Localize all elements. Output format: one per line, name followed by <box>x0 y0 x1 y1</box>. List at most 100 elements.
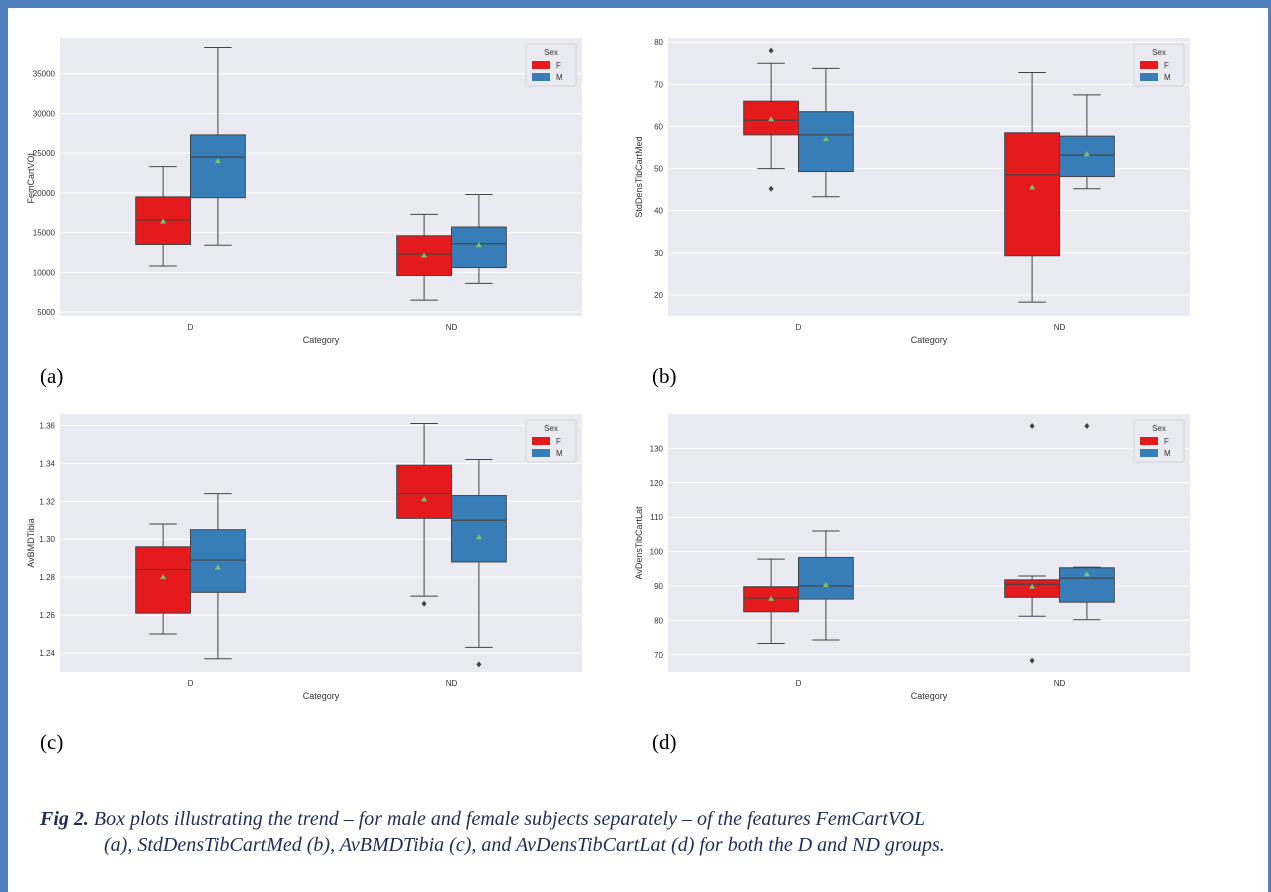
legend-title: Sex <box>544 424 558 433</box>
y-tick-label: 1.26 <box>39 611 55 620</box>
box-m-nd <box>1059 423 1115 621</box>
boxplot-panel-c: 1.24 1.26 1.28 1.30 1.32 1.34 1.36 D ND Category A… <box>20 406 590 706</box>
y-tick-label: 70 <box>654 80 663 89</box>
legend-label-f: F <box>1164 61 1169 70</box>
x-axis-label: Category <box>303 335 340 345</box>
x-tick-label: ND <box>1054 323 1066 332</box>
box-iqr <box>190 134 246 199</box>
y-tick-label: 1.24 <box>39 649 55 658</box>
mean-marker <box>214 158 221 164</box>
y-tick-label: 1.30 <box>39 535 55 544</box>
box-iqr <box>396 464 453 519</box>
legend-label-m: M <box>556 73 563 82</box>
box-m-nd <box>1059 94 1115 190</box>
box-f-nd <box>396 213 453 301</box>
outlier-point <box>768 185 774 192</box>
legend-title: Sex <box>1152 48 1166 57</box>
legend: Sex FM <box>1133 419 1185 463</box>
mean-marker <box>160 218 167 224</box>
x-tick-label: ND <box>446 323 458 332</box>
y-tick-label: 120 <box>650 479 664 488</box>
y-tick-label: 30000 <box>33 109 56 118</box>
box-iqr <box>1059 135 1115 178</box>
legend-label-f: F <box>556 437 561 446</box>
page-frame-right <box>1268 0 1271 892</box>
legend-swatch-f <box>532 61 550 69</box>
x-tick-label: D <box>188 679 194 688</box>
y-axis-label: AvBMDTibia <box>26 518 36 568</box>
mean-marker <box>421 496 428 502</box>
panel-label-a: (a) <box>40 364 64 388</box>
boxplot-panel-b: 20 30 40 50 60 70 80 D ND Category StdDensTibCartM… <box>628 30 1198 350</box>
x-tick-label: ND <box>1054 679 1066 688</box>
legend-swatch-m <box>1140 73 1158 81</box>
x-tick-label: ND <box>446 679 458 688</box>
box-iqr <box>798 556 854 600</box>
legend-label-m: M <box>1164 449 1171 458</box>
legend-title: Sex <box>1152 424 1166 433</box>
y-tick-label: 20 <box>654 291 663 300</box>
y-tick-label: 100 <box>650 548 664 557</box>
mean-marker <box>1083 571 1090 577</box>
legend-label-f: F <box>556 61 561 70</box>
box-m-nd <box>451 459 507 668</box>
box-f-d <box>135 166 192 267</box>
chart-svg-b: 20 30 40 50 60 70 80 D ND Category StdDensTibCartM… <box>634 38 1190 345</box>
mean-marker <box>475 242 482 248</box>
outlier-point <box>421 600 427 607</box>
x-axis-label: Category <box>911 335 948 345</box>
y-tick-label: 40 <box>654 207 663 216</box>
box-iqr <box>798 111 854 173</box>
y-tick-label: 20000 <box>33 189 56 198</box>
plot-area <box>668 414 1190 672</box>
boxplot-panel-a: 5000 10000 15000 20000 25000 30000 35000 D ND Cat… <box>20 30 590 350</box>
page-frame-top <box>0 0 1271 8</box>
y-tick-label: 25000 <box>33 149 56 158</box>
outlier-point <box>768 47 774 54</box>
legend-swatch-m <box>1140 449 1158 457</box>
box-iqr <box>190 529 246 593</box>
mean-marker <box>822 581 829 587</box>
mean-marker <box>768 116 775 122</box>
mean-marker <box>1083 151 1090 157</box>
box-m-d <box>190 493 246 660</box>
y-tick-label: 1.32 <box>39 497 55 506</box>
mean-marker <box>768 595 775 601</box>
y-tick-label: 30 <box>654 249 663 258</box>
x-axis-label: Category <box>911 691 948 701</box>
box-m-d <box>190 47 246 246</box>
legend: Sex FM <box>525 43 577 87</box>
outlier-point <box>1084 423 1090 430</box>
box-f-nd <box>396 422 453 607</box>
legend-swatch-f <box>532 437 550 445</box>
figure-caption: Fig 2. Box plots illustrating the trend … <box>40 806 1240 858</box>
mean-marker <box>421 252 428 258</box>
legend: Sex FM <box>525 419 577 463</box>
box-f-nd <box>1004 72 1061 303</box>
y-tick-label: 50 <box>654 165 663 174</box>
legend: Sex FM <box>1133 43 1185 87</box>
box-f-nd <box>1004 423 1061 664</box>
y-tick-label: 70 <box>654 651 663 660</box>
page-frame-left <box>0 0 8 892</box>
chart-svg-a: 5000 10000 15000 20000 25000 30000 35000 D ND Cat… <box>26 38 582 345</box>
outlier-point <box>1029 423 1035 430</box>
box-f-d <box>743 47 800 192</box>
y-tick-label: 1.28 <box>39 573 55 582</box>
x-axis-label: Category <box>303 691 340 701</box>
y-axis-label: StdDensTibCartMed <box>634 136 644 217</box>
box-iqr <box>1004 132 1061 257</box>
y-tick-label: 80 <box>654 38 663 47</box>
y-tick-label: 1.36 <box>39 421 55 430</box>
mean-marker <box>822 136 829 142</box>
y-tick-label: 10000 <box>33 268 56 277</box>
mean-marker <box>1029 184 1036 190</box>
x-tick-label: D <box>796 679 802 688</box>
legend-label-m: M <box>556 449 563 458</box>
y-tick-label: 110 <box>650 513 663 522</box>
box-m-nd <box>451 193 507 284</box>
plot-area <box>60 38 582 316</box>
legend-title: Sex <box>544 48 558 57</box>
y-tick-label: 130 <box>650 444 664 453</box>
box-f-d <box>135 523 192 635</box>
